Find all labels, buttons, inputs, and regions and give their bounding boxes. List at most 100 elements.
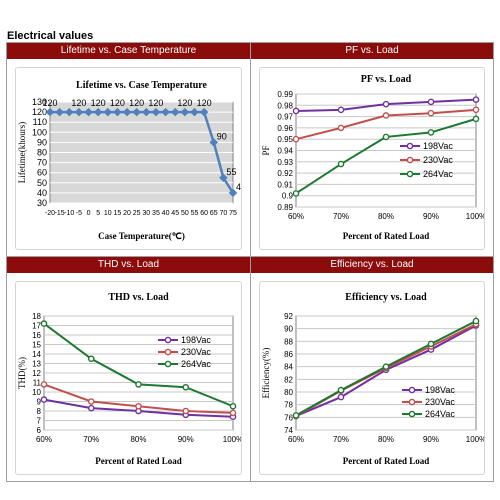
panel-pf: PF vs. Load 0.89 0.9 0.91 0.92 0.93 0.94 0.95 0… xyxy=(251,43,493,256)
data-point xyxy=(209,138,218,147)
legend-label: 230Vac xyxy=(181,347,211,357)
x-tick-label: 70% xyxy=(83,435,99,444)
x-tick-label: 70 xyxy=(219,210,227,217)
x-tick-label: 100% xyxy=(466,435,484,444)
y-tick-label: 30 xyxy=(37,198,47,208)
legend-marker xyxy=(164,336,172,344)
data-point xyxy=(337,386,345,394)
y-tick-label: 100 xyxy=(32,127,47,137)
y-axis-label: Efficiency(%) xyxy=(261,348,271,399)
data-label: 120 xyxy=(110,98,125,108)
data-label: 120 xyxy=(71,98,86,108)
x-tick-label: 60 xyxy=(200,210,208,217)
chart-efficiency: 74 76 78 80 82 84 86 88 90 92 60% 70% 80% 90% 100% Effi… xyxy=(261,292,484,466)
data-label: 120 xyxy=(129,98,144,108)
y-tick-label: 90 xyxy=(284,325,293,334)
x-tick-label: 60% xyxy=(288,212,304,221)
legend-marker xyxy=(408,386,416,394)
y-tick-label: 80 xyxy=(284,388,293,397)
legend-marker xyxy=(408,410,416,418)
x-tick-label: 50 xyxy=(181,210,189,217)
data-point xyxy=(228,188,238,198)
x-tick-label: 90% xyxy=(423,435,439,444)
data-point xyxy=(427,109,435,117)
x-tick-label: -10 xyxy=(64,210,74,217)
x-tick-label: 20 xyxy=(123,210,131,217)
chart-title: PF vs. Load xyxy=(361,74,412,85)
x-tick-label: 70% xyxy=(333,212,349,221)
y-axis-label: Lifetime(khours) xyxy=(17,122,27,183)
y-tick-label: 16 xyxy=(32,331,41,340)
y-tick-label: 74 xyxy=(284,426,293,435)
y-tick-label: 0.96 xyxy=(277,124,293,133)
x-tick-label: 40 xyxy=(162,210,170,217)
x-tick-label: -5 xyxy=(76,210,82,217)
data-point xyxy=(427,98,435,106)
x-tick-label: 65 xyxy=(210,210,218,217)
data-point xyxy=(472,106,480,114)
y-tick-label: 0.93 xyxy=(277,158,293,167)
y-axis-label: PF xyxy=(261,145,271,155)
y-tick-label: 0.99 xyxy=(277,90,293,99)
y-tick-label: 11 xyxy=(33,379,42,388)
y-tick-label: 12 xyxy=(32,369,41,378)
x-tick-label: -20 xyxy=(45,210,55,217)
data-point xyxy=(182,407,190,415)
y-tick-label: 70 xyxy=(37,158,47,168)
x-tick-label: 15 xyxy=(114,210,122,217)
data-point xyxy=(292,135,300,143)
panel-header-pf: PF vs. Load xyxy=(251,43,493,59)
data-label: 120 xyxy=(91,98,106,108)
data-point xyxy=(135,402,142,410)
data-point xyxy=(472,96,480,103)
y-tick-label: 50 xyxy=(37,178,47,188)
x-axis-label: Percent of Rated Load xyxy=(343,231,430,241)
x-axis-label: Percent of Rated Load xyxy=(95,456,182,466)
data-point xyxy=(382,363,390,370)
y-tick-label: 9 xyxy=(37,398,42,407)
data-label: 120 xyxy=(197,98,212,108)
y-tick-label: 130 xyxy=(32,97,47,107)
y-tick-label: 0.91 xyxy=(277,180,293,189)
data-point xyxy=(65,107,74,117)
x-tick-label: 55 xyxy=(191,210,199,217)
y-tick-label: 17 xyxy=(32,322,41,331)
chart-pf: 0.89 0.9 0.91 0.92 0.93 0.94 0.95 0.96 0.97 0.98 0… xyxy=(261,74,484,241)
data-point xyxy=(142,107,151,117)
data-point xyxy=(292,412,300,419)
data-point xyxy=(229,402,237,410)
x-tick-label: 90% xyxy=(423,212,439,221)
y-tick-label: 110 xyxy=(33,117,47,127)
legend-marker xyxy=(164,348,172,356)
data-label: 120 xyxy=(177,98,192,108)
data-point xyxy=(40,320,48,327)
y-tick-label: 0.97 xyxy=(277,113,293,122)
data-point xyxy=(55,107,64,117)
y-tick-label: 0.95 xyxy=(277,135,293,144)
y-axis-label: THD(%) xyxy=(17,357,27,389)
y-tick-label: 18 xyxy=(32,312,41,321)
legend-label: 230Vac xyxy=(423,155,453,165)
legend-label: 198Vac xyxy=(425,385,455,395)
plot-box-efficiency: 74 76 78 80 82 84 86 88 90 92 60% 70% 80% 90% 100% Effi… xyxy=(259,281,485,475)
y-tick-label: 84 xyxy=(284,363,293,372)
x-tick-label: 0 xyxy=(87,210,91,217)
y-tick-label: 80 xyxy=(37,148,47,158)
y-tick-label: 0.92 xyxy=(277,169,293,178)
chart-title: THD vs. Load xyxy=(108,292,169,303)
data-point xyxy=(40,396,48,403)
data-point xyxy=(337,160,345,168)
y-tick-label: 88 xyxy=(284,337,293,346)
y-tick-label: 6 xyxy=(37,426,42,435)
y-tick-label: 0.94 xyxy=(277,147,293,156)
data-label: 55 xyxy=(226,167,236,177)
y-tick-label: 40 xyxy=(37,188,47,198)
chart-grid: Lifetime vs. Case Temperature 30 40 50 60 70… xyxy=(6,42,494,482)
x-tick-label: 80% xyxy=(378,435,394,444)
x-tick-label: 25 xyxy=(133,210,141,217)
y-tick-label: 8 xyxy=(37,407,42,416)
plot-box-pf: 0.89 0.9 0.91 0.92 0.93 0.94 0.95 0.96 0.97 0.98 0… xyxy=(259,67,485,250)
x-tick-label: -15 xyxy=(55,210,65,217)
legend-label: 264Vac xyxy=(181,359,211,369)
x-tick-label: 80% xyxy=(130,435,146,444)
